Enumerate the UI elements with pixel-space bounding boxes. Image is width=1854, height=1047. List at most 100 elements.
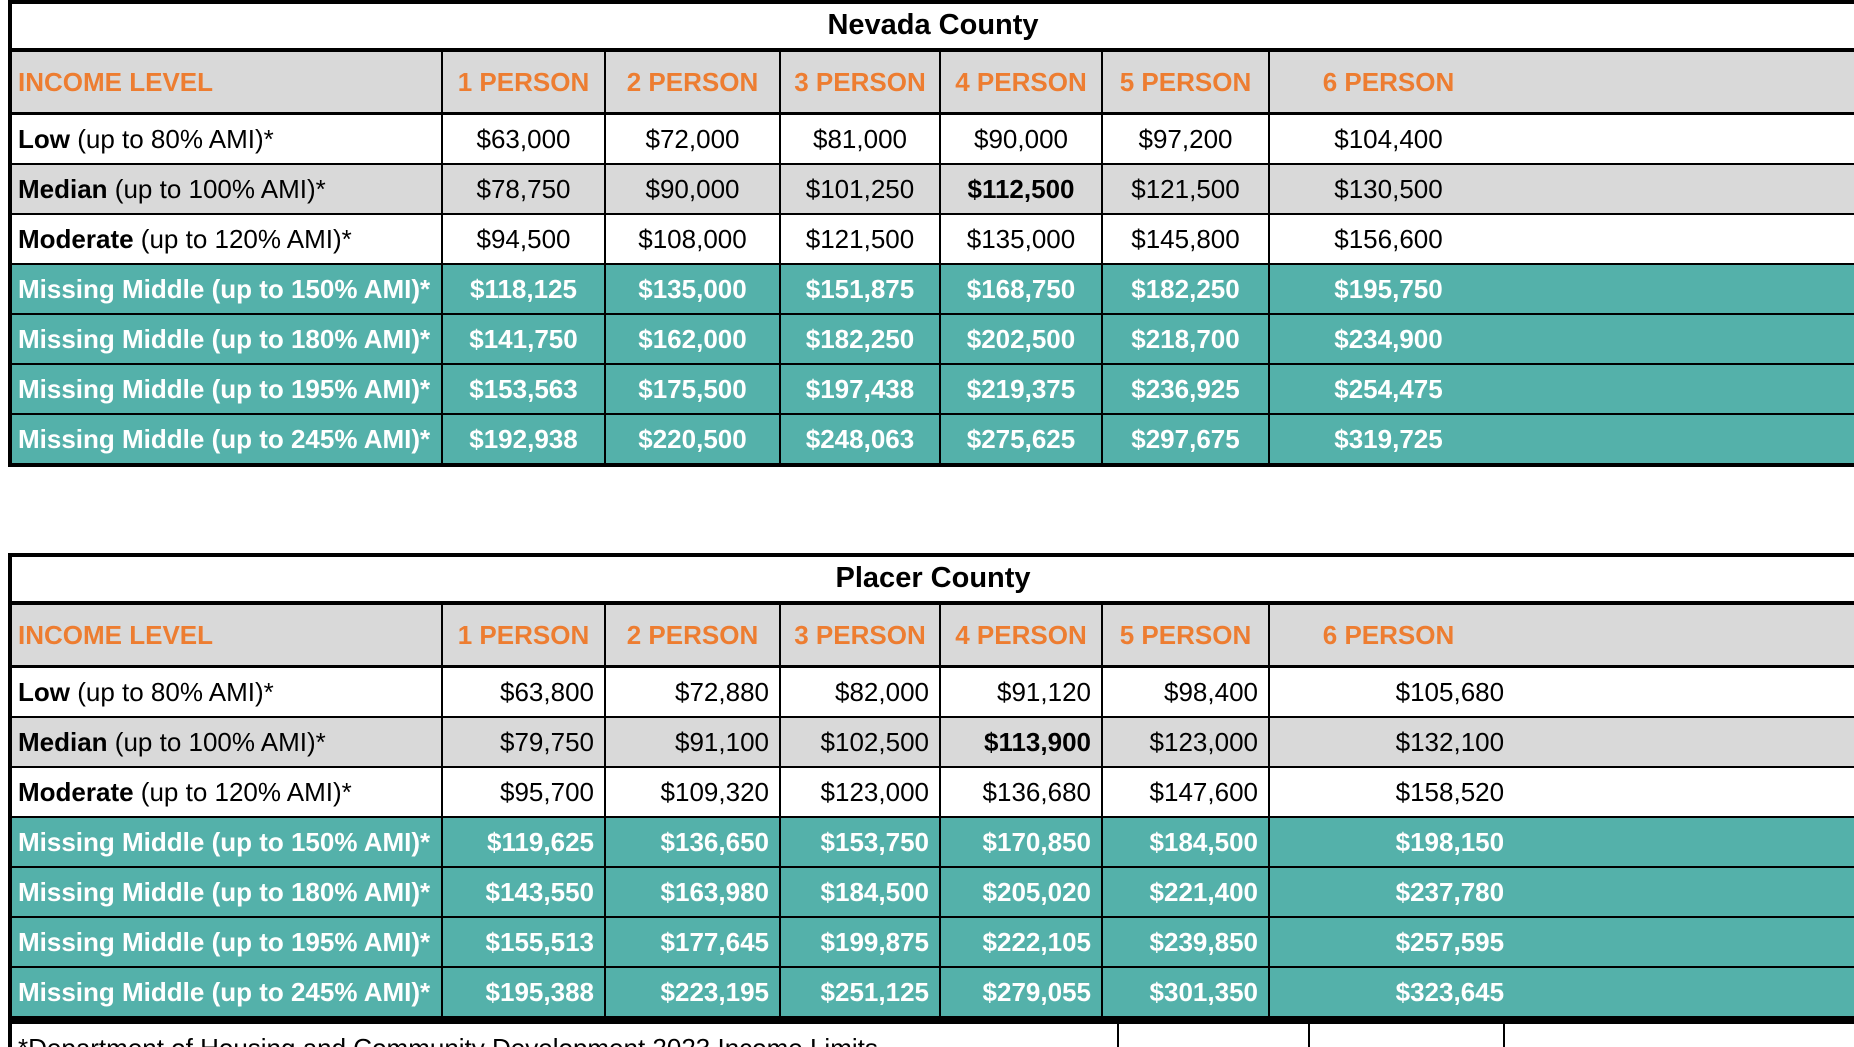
value-cell: $223,195 [604, 966, 781, 1019]
income-level-cell: Low (up to 80% AMI)* [9, 665, 443, 718]
value-cell: $175,500 [604, 363, 781, 415]
value-cell: $199,875 [779, 916, 941, 968]
table-header-row: INCOME LEVEL 1 PERSON 2 PERSON 3 PERSON … [9, 49, 1854, 115]
value-cell: $145,800 [1101, 213, 1270, 265]
value-cell: $132,100 [1267, 716, 1854, 768]
table-title: Placer County [8, 554, 1854, 605]
table-row: Median (up to 100% AMI)* $78,750 $90,000 $1… [9, 163, 1854, 215]
value-cell: $108,000 [604, 213, 781, 265]
value-cell: $143,550 [441, 866, 606, 918]
value-cell: $301,350 [1101, 966, 1270, 1019]
empty-cell [1117, 1021, 1310, 1047]
value-cell: $91,120 [939, 665, 1103, 718]
column-header-6-person: 6 PERSON [1268, 49, 1854, 115]
table-row: Low (up to 80% AMI)* $63,000 $72,000 $81,00… [9, 112, 1854, 165]
value-cell: $82,000 [779, 665, 941, 718]
value-cell: $182,250 [1101, 263, 1270, 315]
value-cell: $135,000 [604, 263, 781, 315]
value-cell: $163,980 [604, 866, 781, 918]
column-header-income-level: INCOME LEVEL [9, 602, 443, 668]
value-cell: $94,500 [441, 213, 606, 265]
empty-cell [1503, 1021, 1854, 1047]
value-cell: $254,475 [1268, 363, 1854, 415]
value-cell: $90,000 [939, 112, 1103, 165]
income-level-cell: Missing Middle (up to 180% AMI)* [9, 313, 443, 365]
value-cell: $248,063 [779, 413, 941, 466]
value-cell: $141,750 [441, 313, 606, 365]
income-level-cell: Missing Middle (up to 150% AMI)* [9, 816, 443, 868]
value-cell: $170,850 [939, 816, 1103, 868]
column-header-2-person: 2 PERSON [604, 49, 781, 115]
income-level-cell: Missing Middle (up to 195% AMI)* [9, 363, 443, 415]
value-cell: $251,125 [779, 966, 941, 1019]
value-cell: $184,500 [779, 866, 941, 918]
value-cell: $90,000 [604, 163, 781, 215]
footnotes-table: *Department of Housing and Community Dev… [8, 1020, 1854, 1047]
column-header-5-person: 5 PERSON [1101, 602, 1270, 668]
value-cell: $151,875 [779, 263, 941, 315]
value-cell: $236,925 [1101, 363, 1270, 415]
column-header-4-person: 4 PERSON [939, 602, 1103, 668]
value-cell: $319,725 [1268, 413, 1854, 466]
value-cell: $102,500 [779, 716, 941, 768]
value-cell: $205,020 [939, 866, 1103, 918]
column-header-5-person: 5 PERSON [1101, 49, 1270, 115]
table-row: Moderate (up to 120% AMI)* $95,700 $109,32… [9, 766, 1854, 818]
value-cell: $162,000 [604, 313, 781, 365]
table-row: Missing Middle (up to 180% AMI)* $141,750… [9, 313, 1854, 365]
value-cell: $234,900 [1268, 313, 1854, 365]
table-row: Missing Middle (up to 150% AMI)* $119,625… [9, 816, 1854, 868]
value-cell: $81,000 [779, 112, 941, 165]
value-cell: $91,100 [604, 716, 781, 768]
value-cell: $202,500 [939, 313, 1103, 365]
value-cell: $275,625 [939, 413, 1103, 466]
income-level-cell: Moderate (up to 120% AMI)* [9, 213, 443, 265]
footnote-1-text: *Department of Housing and Community Dev… [9, 1021, 1119, 1047]
value-cell: $147,600 [1101, 766, 1270, 818]
table-row: Missing Middle (up to 195% AMI)* $155,513… [9, 916, 1854, 968]
income-level-cell: Missing Middle (up to 245% AMI)* [9, 413, 443, 466]
column-header-6-person: 6 PERSON [1267, 602, 1854, 668]
table-row: Missing Middle (up to 195% AMI)* $153,563… [9, 363, 1854, 415]
value-cell: $177,645 [604, 916, 781, 968]
income-level-cell: Median (up to 100% AMI)* [9, 716, 443, 768]
value-cell: $105,680 [1267, 665, 1854, 718]
table-row: Missing Middle (up to 150% AMI)* $118,125… [9, 263, 1854, 315]
value-cell: $156,600 [1268, 213, 1854, 265]
value-cell: $218,700 [1101, 313, 1270, 365]
table-row: Moderate (up to 120% AMI)* $94,500 $108,00… [9, 213, 1854, 265]
table-row: Low (up to 80% AMI)* $63,800 $72,880 $82,00… [9, 665, 1854, 718]
value-cell: $219,375 [939, 363, 1103, 415]
income-level-cell: Missing Middle (up to 195% AMI)* [9, 916, 443, 968]
value-cell: $239,850 [1101, 916, 1270, 968]
value-cell: $257,595 [1267, 916, 1854, 968]
footnote-row-1: *Department of Housing and Community Dev… [9, 1021, 1854, 1047]
table-title: Nevada County [9, 1, 1854, 52]
value-cell: $63,000 [441, 112, 606, 165]
placer-county-table: Placer County INCOME LEVEL 1 PERSON 2 PE… [8, 553, 1854, 1020]
column-header-1-person: 1 PERSON [441, 49, 606, 115]
income-level-cell: Missing Middle (up to 245% AMI)* [9, 966, 443, 1019]
column-header-3-person: 3 PERSON [779, 602, 941, 668]
value-cell: $237,780 [1267, 866, 1854, 918]
value-cell: $135,000 [939, 213, 1103, 265]
table-title-row: Placer County [8, 554, 1854, 605]
income-level-cell: Low (up to 80% AMI)* [9, 112, 443, 165]
value-cell: $109,320 [604, 766, 781, 818]
table-row: Missing Middle (up to 245% AMI)* $192,938… [9, 413, 1854, 466]
column-header-3-person: 3 PERSON [779, 49, 941, 115]
value-cell: $63,800 [441, 665, 606, 718]
value-cell: $153,563 [441, 363, 606, 415]
column-header-2-person: 2 PERSON [604, 602, 781, 668]
value-cell: $279,055 [939, 966, 1103, 1019]
value-cell: $72,000 [604, 112, 781, 165]
income-level-cell: Missing Middle (up to 180% AMI)* [9, 866, 443, 918]
table-row: Missing Middle (up to 245% AMI)* $195,388… [9, 966, 1854, 1019]
table-header-row: INCOME LEVEL 1 PERSON 2 PERSON 3 PERSON … [9, 602, 1854, 668]
value-cell: $79,750 [441, 716, 606, 768]
empty-cell [1308, 1021, 1505, 1047]
column-header-1-person: 1 PERSON [441, 602, 606, 668]
value-cell: $97,200 [1101, 112, 1270, 165]
value-cell: $104,400 [1268, 112, 1854, 165]
